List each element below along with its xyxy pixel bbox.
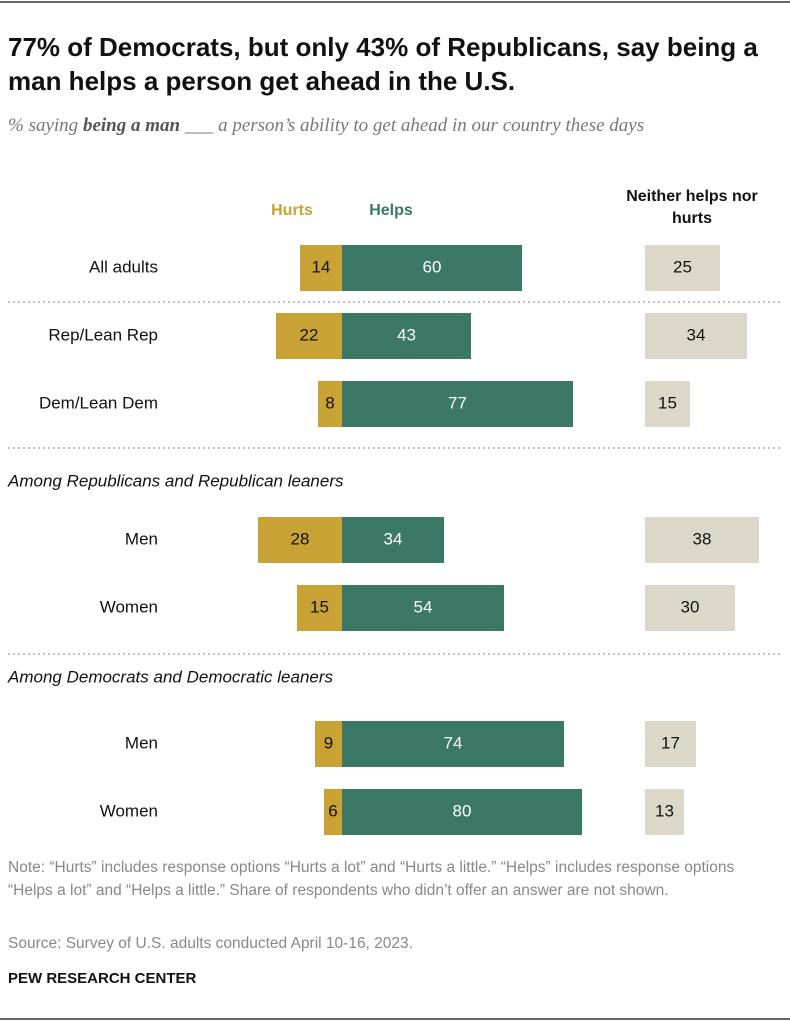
value-label: 38	[693, 529, 712, 548]
value-label: 43	[397, 325, 416, 344]
group-heading: Among Republicans and Republican leaners	[7, 471, 344, 490]
bar-hurts	[315, 721, 342, 767]
bar-hurts	[318, 381, 342, 427]
category-label: Men	[125, 529, 158, 548]
value-label: 14	[312, 257, 331, 276]
bar-helps	[342, 245, 522, 291]
value-label: 74	[444, 733, 463, 752]
value-label: 34	[384, 529, 403, 548]
brand: PEW RESEARCH CENTER	[8, 970, 197, 987]
value-label: 77	[448, 393, 467, 412]
group-heading: Among Democrats and Democratic leaners	[7, 667, 334, 686]
subtitle-part: % saying	[8, 115, 83, 136]
subtitle-part: being a man	[82, 115, 181, 136]
value-label: 22	[300, 325, 319, 344]
bar-neither	[645, 721, 696, 767]
bar-helps	[342, 585, 504, 631]
value-label: 13	[655, 801, 674, 820]
bar-hurts	[300, 245, 342, 291]
value-label: 34	[687, 325, 706, 344]
bar-helps	[342, 789, 582, 835]
bar-hurts	[276, 313, 342, 359]
bar-hurts	[258, 517, 342, 563]
legend-label: Helps	[369, 202, 413, 219]
chart-subtitle: % saying being a man ___ a person’s abil…	[8, 112, 778, 140]
value-label: 54	[414, 597, 433, 616]
category-label: Women	[100, 597, 158, 616]
category-label: Rep/Lean Rep	[48, 325, 158, 344]
bar-neither	[645, 517, 759, 563]
bar-helps	[342, 313, 471, 359]
value-label: 17	[661, 733, 680, 752]
value-label: 8	[325, 393, 334, 412]
value-label: 15	[658, 393, 677, 412]
category-label: Women	[100, 801, 158, 820]
category-label: Men	[125, 733, 158, 752]
category-label: All adults	[89, 257, 158, 276]
value-label: 9	[324, 733, 333, 752]
value-label: 80	[453, 801, 472, 820]
value-label: 60	[423, 257, 442, 276]
bar-neither	[645, 789, 684, 835]
value-label: 15	[310, 597, 329, 616]
value-label: 6	[328, 801, 337, 820]
value-label: 28	[291, 529, 310, 548]
value-label: 30	[681, 597, 700, 616]
subtitle-part: ___ a person’s ability to get ahead in o…	[180, 115, 645, 136]
bar-neither	[645, 381, 690, 427]
bar-hurts	[297, 585, 342, 631]
note: Note: “Hurts” includes response options …	[8, 859, 735, 899]
bar-helps	[342, 517, 444, 563]
bar-helps	[342, 721, 564, 767]
source: Source: Survey of U.S. adults conducted …	[8, 935, 413, 952]
bar-hurts	[324, 789, 342, 835]
category-label: Dem/Lean Dem	[39, 393, 158, 412]
bar-neither	[645, 313, 747, 359]
legend-label: Hurts	[271, 202, 313, 219]
value-label: 25	[673, 257, 692, 276]
bar-neither	[645, 245, 720, 291]
bar-helps	[342, 381, 573, 427]
bar-neither	[645, 585, 735, 631]
legend-label: Neither helps nor hurts	[626, 188, 758, 227]
chart-title: 77% of Democrats, but only 43% of Republ…	[8, 32, 758, 96]
